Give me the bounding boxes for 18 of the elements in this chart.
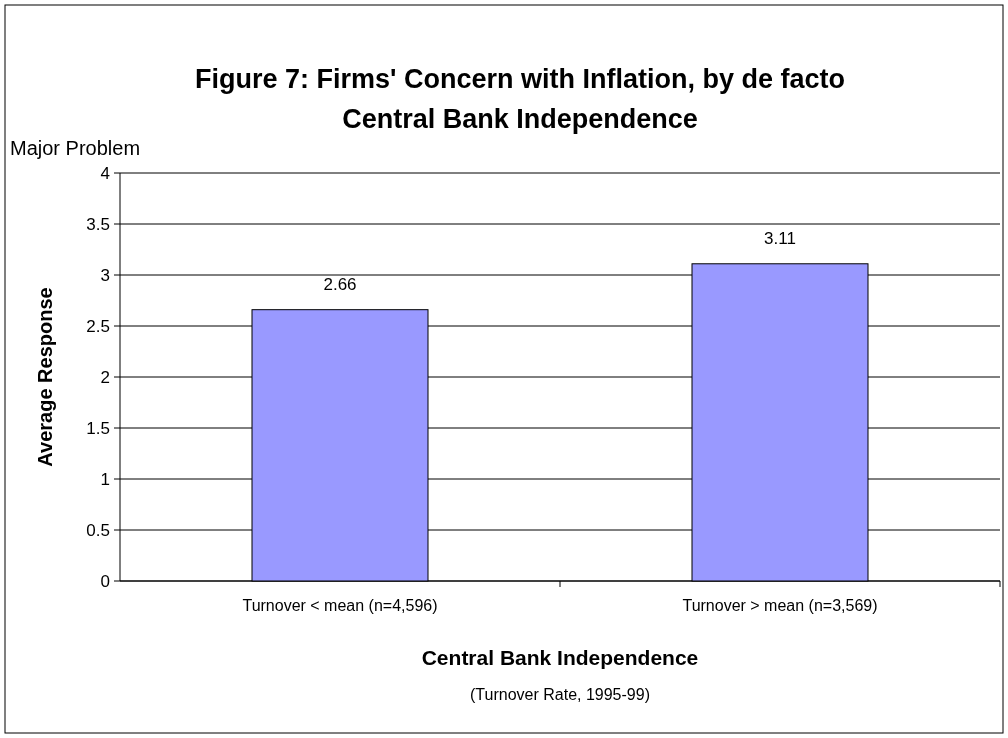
y-tick-label: 3 <box>100 265 110 285</box>
y-tick-label: 1.5 <box>86 418 110 438</box>
data-label: 2.66 <box>323 274 357 294</box>
y-tick-label: 1 <box>100 469 110 489</box>
y-tick-label: 4 <box>100 163 110 183</box>
x-tick-label: Turnover < mean (n=4,596) <box>242 597 438 614</box>
text: (Turnover Rate, 1995-99) <box>470 686 650 703</box>
data-label: 3.11 <box>764 228 796 248</box>
chart-title: Figure 7: Firms' Concern with Inflation, by de facto Central Bank Independence <box>195 64 845 134</box>
x-tick-label: Turnover > mean (n=3,569) <box>682 597 878 614</box>
y-tick-label: 3.5 <box>86 214 110 234</box>
y-tick-label: 0 <box>100 571 110 591</box>
y-tick-label: 2.5 <box>86 316 110 336</box>
y-axis-title: Average Response <box>34 287 56 467</box>
x-axis-title: Central Bank Independence <box>421 646 699 669</box>
y-tick-label: 0.5 <box>86 520 110 540</box>
text: Major Problem <box>10 137 141 159</box>
y-tick-label: 2 <box>100 367 110 387</box>
